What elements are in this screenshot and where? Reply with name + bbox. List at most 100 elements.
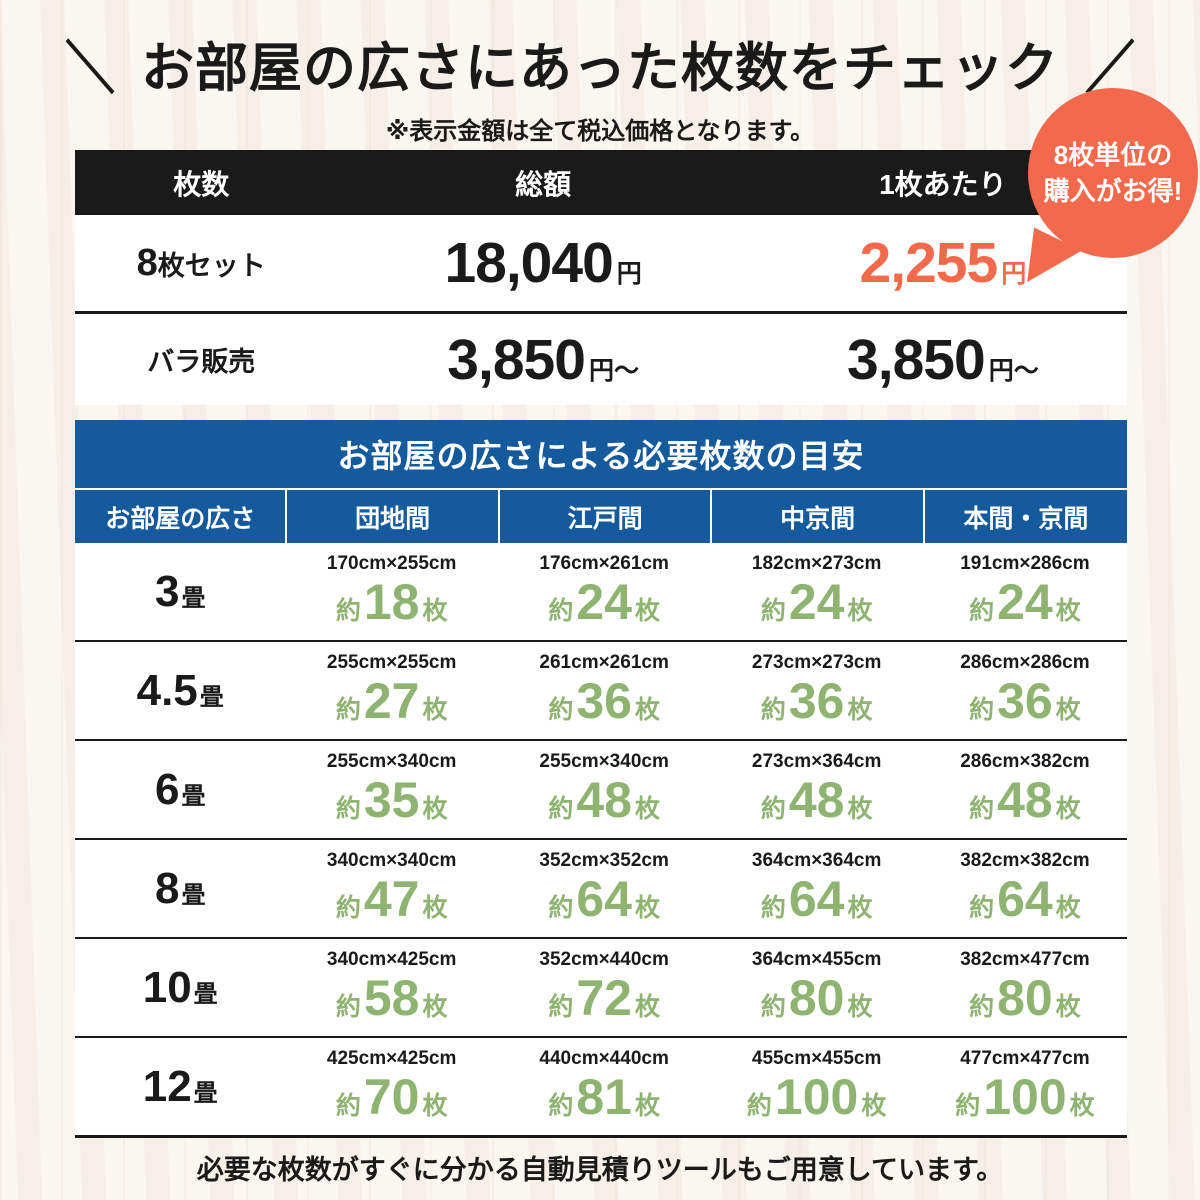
count-number: 80 [788, 969, 845, 1026]
approx-label: 約 [335, 794, 361, 823]
dimension-text: 176cm×261cm [539, 552, 669, 574]
size-row-10jo: 10 畳 340cm×425cm 約 58 枚 352cm×440cm 約 72 枚 364c… [75, 937, 1127, 1036]
count-cell: 273cm×273cm 約 36 枚 [710, 642, 923, 739]
sheet-count: 約 47 枚 [336, 870, 448, 928]
approx-label: 約 [969, 695, 995, 724]
count-number: 48 [997, 771, 1053, 828]
sheet-count: 約 36 枚 [548, 672, 660, 730]
count-number: 80 [997, 969, 1053, 1026]
sheets-unit: 枚 [634, 1091, 660, 1120]
sheets-unit: 枚 [1055, 992, 1081, 1021]
price-number: 3,850 [447, 327, 586, 392]
row-label-text: 枚セット [157, 250, 266, 281]
dimension-text: 352cm×440cm [539, 948, 669, 970]
dimension-text: 273cm×273cm [751, 651, 882, 673]
col-header-chukyoma: 中京間 [710, 490, 923, 543]
approx-label: 約 [548, 596, 574, 625]
room-size-number: 12 [142, 1061, 192, 1111]
yen-suffix: 円〜 [988, 356, 1039, 385]
approx-label: 約 [760, 794, 786, 823]
row-label-text: バラ販売 [147, 347, 256, 377]
count-number: 48 [576, 771, 632, 828]
approx-label: 約 [548, 1091, 574, 1120]
count-number: 100 [983, 1068, 1067, 1125]
approx-label: 約 [746, 1091, 772, 1120]
col-header-edoma: 江戸間 [497, 490, 711, 543]
sheet-count: 約 100 枚 [955, 1068, 1094, 1126]
count-cell: 286cm×286cm 約 36 枚 [923, 642, 1127, 739]
count-cell: 352cm×352cm 約 64 枚 [498, 840, 711, 937]
col-header-honma-kyoma: 本間・京間 [922, 490, 1127, 543]
size-row-12jo: 12 畳 425cm×425cm 約 70 枚 440cm×440cm 約 81 枚 455c… [75, 1036, 1127, 1135]
tatami-unit: 畳 [181, 881, 206, 909]
count-number: 58 [363, 969, 420, 1026]
count-number: 100 [774, 1068, 859, 1125]
sheets-unit: 枚 [634, 794, 660, 823]
per-sheet-price-8set: 2,255 円 [759, 230, 1127, 296]
count-cell: 455cm×455cm 約 100 枚 [710, 1038, 923, 1135]
sheet-count: 約 24 枚 [548, 573, 660, 631]
sheets-unit: 枚 [847, 794, 873, 823]
room-size-table: お部屋の広さによる必要枚数の目安 お部屋の広さ 団地間 江戸間 中京間 本間・京… [75, 420, 1127, 1138]
sheets-unit: 枚 [847, 893, 873, 922]
room-size-number: 8 [154, 863, 180, 913]
count-cell: 364cm×455cm 約 80 枚 [710, 939, 923, 1036]
dimension-text: 364cm×455cm [751, 948, 882, 970]
price-number: 18,040 [444, 231, 613, 295]
col-header-per-sheet: 1枚あたり [879, 168, 1007, 200]
dimension-text: 170cm×255cm [326, 552, 457, 574]
dimension-text: 255cm×340cm [326, 750, 457, 772]
sheet-count: 約 81 枚 [548, 1068, 660, 1126]
dimension-text: 440cm×440cm [539, 1047, 669, 1069]
sheet-count: 約 36 枚 [761, 672, 873, 730]
col-header-danchima: 団地間 [285, 490, 498, 543]
approx-label: 約 [335, 1091, 361, 1120]
approx-label: 約 [969, 596, 995, 625]
count-cell: 364cm×364cm 約 64 枚 [710, 840, 923, 937]
sheet-count: 約 48 枚 [969, 771, 1081, 829]
count-cell: 182cm×273cm 約 24 枚 [710, 543, 923, 640]
approx-label: 約 [955, 1091, 981, 1120]
count-number: 47 [363, 870, 420, 927]
sheets-unit: 枚 [634, 992, 660, 1021]
dimension-text: 382cm×382cm [960, 849, 1090, 871]
badge-text-line1: 8枚単位の [1053, 139, 1173, 170]
sheets-unit: 枚 [422, 1091, 448, 1120]
tatami-unit: 畳 [181, 584, 206, 612]
count-number: 64 [788, 870, 845, 927]
page-title: お部屋の広さにあった枚数をチェック [141, 39, 1059, 98]
estimator-tool-note: 必要な枚数がすぐに分かる自動見積りツールもご用意しています。 [196, 1155, 1004, 1185]
dimension-text: 382cm×477cm [960, 948, 1090, 970]
count-number: 35 [363, 771, 420, 828]
count-number: 36 [576, 672, 632, 729]
count-cell: 440cm×440cm 約 81 枚 [498, 1038, 711, 1135]
dimension-text: 273cm×364cm [751, 750, 882, 772]
approx-label: 約 [760, 893, 786, 922]
count-number: 64 [997, 870, 1053, 927]
sheet-count: 約 48 枚 [761, 771, 873, 829]
sheets-unit: 枚 [634, 893, 660, 922]
room-size-cell: 12 畳 [75, 1038, 285, 1135]
sheet-count: 約 35 枚 [336, 771, 448, 829]
room-size-cell: 10 畳 [75, 939, 285, 1036]
sheets-unit: 枚 [1055, 893, 1081, 922]
room-size-number: 3 [154, 566, 180, 616]
approx-label: 約 [335, 695, 361, 724]
count-number: 24 [997, 573, 1053, 630]
count-number: 81 [576, 1068, 632, 1125]
sheet-count: 約 100 枚 [747, 1068, 886, 1126]
sheets-unit: 枚 [1055, 794, 1081, 823]
yen-suffix: 円 [616, 260, 642, 288]
room-size-number: 10 [142, 962, 192, 1012]
tatami-unit: 畳 [193, 1079, 218, 1107]
dimension-text: 340cm×425cm [326, 948, 457, 970]
count-cell: 352cm×440cm 約 72 枚 [498, 939, 711, 1036]
tatami-unit: 畳 [199, 683, 224, 711]
size-table-title: お部屋の広さによる必要枚数の目安 [75, 420, 1127, 488]
count-cell: 191cm×286cm 約 24 枚 [923, 543, 1127, 640]
count-number: 24 [576, 573, 632, 630]
page-title-row: ＼ お部屋の広さにあった枚数をチェック ／ [0, 26, 1200, 102]
